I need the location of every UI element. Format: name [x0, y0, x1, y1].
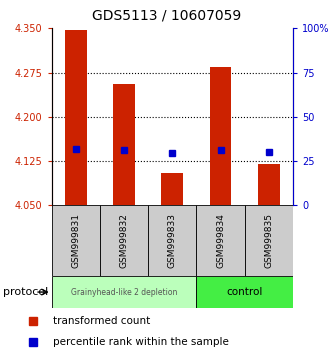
FancyBboxPatch shape	[196, 205, 245, 276]
Text: GSM999834: GSM999834	[216, 213, 225, 268]
Text: GDS5113 / 10607059: GDS5113 / 10607059	[92, 9, 241, 23]
Text: control: control	[226, 287, 263, 297]
Bar	[65, 30, 87, 205]
Text: GSM999832: GSM999832	[120, 213, 129, 268]
FancyBboxPatch shape	[52, 205, 100, 276]
Text: GSM999835: GSM999835	[264, 213, 273, 268]
Text: percentile rank within the sample: percentile rank within the sample	[53, 337, 229, 348]
Text: transformed count: transformed count	[53, 316, 151, 326]
Bar	[258, 164, 280, 205]
Text: GSM999831: GSM999831	[71, 213, 80, 268]
FancyBboxPatch shape	[100, 205, 148, 276]
Text: Grainyhead-like 2 depletion: Grainyhead-like 2 depletion	[71, 287, 177, 297]
Text: protocol: protocol	[3, 287, 49, 297]
Bar	[162, 173, 183, 205]
Bar	[113, 84, 135, 205]
FancyBboxPatch shape	[52, 276, 196, 308]
FancyBboxPatch shape	[148, 205, 196, 276]
FancyBboxPatch shape	[196, 276, 293, 308]
Text: GSM999833: GSM999833	[168, 213, 177, 268]
Bar	[210, 67, 231, 205]
FancyBboxPatch shape	[245, 205, 293, 276]
